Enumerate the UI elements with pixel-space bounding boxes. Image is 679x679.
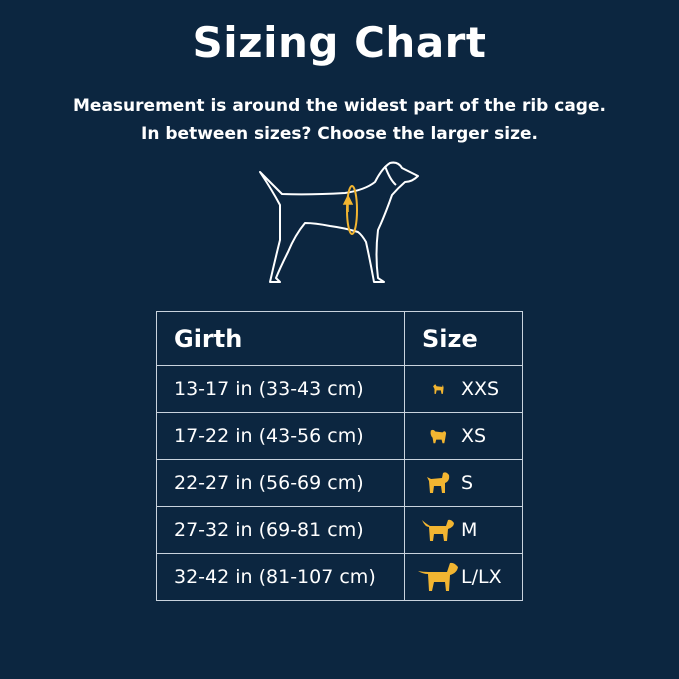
small-dog-icon (415, 471, 461, 495)
size-label: XS (461, 425, 487, 447)
table-row: 27-32 in (69-81 cm) M (156, 506, 523, 554)
table-row: 22-27 in (56-69 cm) S (156, 459, 523, 507)
table-header-row: Girth Size (156, 311, 523, 366)
table-row: 32-42 in (81-107 cm) L/LX (156, 553, 523, 601)
girth-cell: 22-27 in (56-69 cm) (156, 459, 405, 507)
girth-cell: 13-17 in (33-43 cm) (156, 365, 405, 413)
tiny-dog-icon (415, 382, 461, 396)
size-label: XXS (461, 378, 500, 400)
sizing-table: Girth Size 13-17 in (33-43 cm) XXS 17-22… (156, 311, 523, 601)
size-label: M (461, 519, 478, 541)
subtitle: Measurement is around the widest part of… (0, 92, 679, 148)
page-title: Sizing Chart (192, 18, 487, 67)
medium-dog-icon (415, 517, 461, 543)
dog-measurement-illustration-icon (259, 161, 419, 283)
girth-cell: 17-22 in (43-56 cm) (156, 412, 405, 460)
girth-cell: 32-42 in (81-107 cm) (156, 553, 405, 601)
size-header: Size (404, 311, 523, 366)
large-dog-icon (415, 561, 461, 593)
table-row: 17-22 in (43-56 cm) XS (156, 412, 523, 460)
table-row: 13-17 in (33-43 cm) XXS (156, 365, 523, 413)
small-fluffy-dog-icon (415, 427, 461, 445)
size-label: S (461, 472, 474, 494)
subtitle-line-1: Measurement is around the widest part of… (73, 96, 606, 116)
subtitle-line-2: In between sizes? Choose the larger size… (141, 124, 538, 144)
girth-header: Girth (156, 311, 405, 366)
girth-cell: 27-32 in (69-81 cm) (156, 506, 405, 554)
size-label: L/LX (461, 566, 502, 588)
